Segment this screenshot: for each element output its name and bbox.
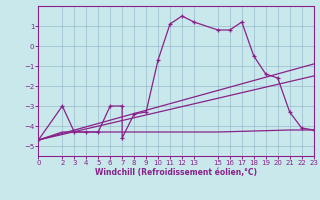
X-axis label: Windchill (Refroidissement éolien,°C): Windchill (Refroidissement éolien,°C) [95,168,257,177]
